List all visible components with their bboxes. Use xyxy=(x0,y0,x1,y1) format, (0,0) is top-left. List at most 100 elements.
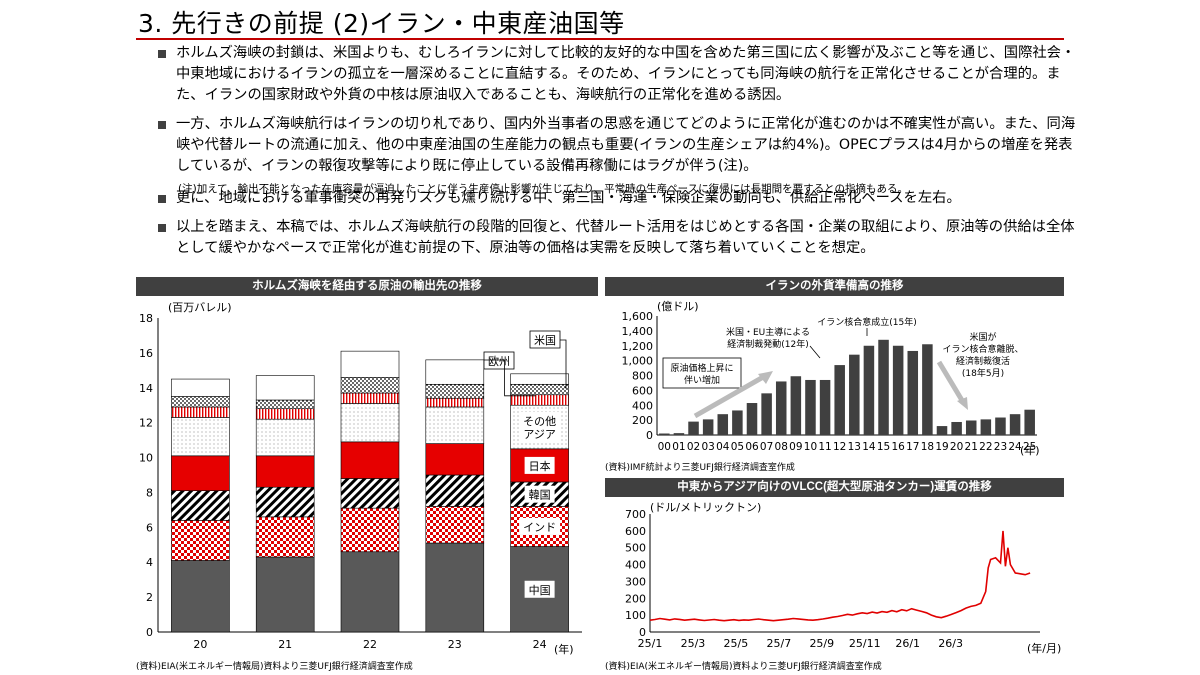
chart2-x-tick: 16 xyxy=(891,441,905,453)
chart1-bar-segment xyxy=(340,392,400,404)
chart1-bar-segment xyxy=(255,516,315,558)
title-divider xyxy=(136,38,1064,40)
chart2-leader-line xyxy=(809,345,821,359)
chart2-x-tick: 15 xyxy=(877,441,890,453)
chart1-series-label-bg xyxy=(524,485,555,503)
chart2-y-tick: 1,600 xyxy=(622,310,654,323)
chart1-y-tick: 18 xyxy=(139,312,153,325)
chart3-x-tick: 25/7 xyxy=(766,637,791,650)
vlcc-freight-chart: (ドル/メトリックトン) 0 100 200 300 400 500 600 700 25/1 2… xyxy=(625,501,1061,655)
chart2-trend-arrowhead xyxy=(758,371,773,384)
chart1-bar-segment xyxy=(425,443,485,476)
chart1-bar-segment xyxy=(340,551,400,633)
bullet-square-icon xyxy=(158,121,166,129)
chart2-annotation: 米国・EU主導による xyxy=(726,326,810,338)
chart2-bar xyxy=(790,376,802,435)
chart1-callout-eu: 欧州 xyxy=(488,355,510,368)
chart2-bar xyxy=(688,421,699,435)
bullet-item: 一方、ホルムズ海峡航行はイランの切り札であり、国内外当事者の思惑を通じてどのよう… xyxy=(158,114,1078,178)
chart2-x-tick: 17 xyxy=(906,441,919,453)
chart3-y-tick: 100 xyxy=(625,609,646,622)
bullet-square-icon xyxy=(158,50,166,58)
chart2-x-tick: 12 xyxy=(833,441,846,453)
chart1-bar-segment xyxy=(171,560,230,633)
chart1-series-label-bg xyxy=(524,456,555,474)
chart1-series-label-bg xyxy=(519,412,560,443)
chart3-x-tick: 25/3 xyxy=(681,637,706,650)
chart1-series-label: 中国 xyxy=(529,584,551,597)
chart1-y-tick: 6 xyxy=(146,521,153,534)
footnote: (注)加えて、輸出不能となった在庫容量が逼迫したことに伴う生産停止影響が生じてお… xyxy=(178,183,908,195)
chart2-annotation: イラン核合意成立(15年) xyxy=(817,316,916,328)
chart1-bar-segment xyxy=(171,490,230,521)
chart1-y-tick: 2 xyxy=(146,591,153,604)
chart1-series-label-bg xyxy=(519,517,561,535)
chart3-unit-label: (ドル/メトリックトン) xyxy=(650,501,761,514)
chart1-series-label: インド xyxy=(523,521,556,534)
chart1-callout-us: 米国 xyxy=(534,334,556,347)
bullet-item: 更に、地域における軍事衝突の再発リスクも燻り続ける中、第三国・海運・保険企業の動… xyxy=(158,188,1078,209)
chart-header-hormuz: ホルムズ海峡を経由する原油の輸出先の推移 xyxy=(136,277,598,296)
chart1-bar-segment xyxy=(255,418,315,457)
chart1-y-tick: 12 xyxy=(139,417,153,430)
chart2-annotation: 経済制裁発動(12年) xyxy=(727,338,808,350)
chart1-bar-segment xyxy=(171,396,230,408)
chart1-bar-segment xyxy=(425,542,485,633)
chart2-annotation: 原油価格上昇に xyxy=(670,362,733,374)
chart2-unit-label: (億ドル) xyxy=(657,300,699,313)
bullet-square-icon xyxy=(158,224,166,232)
chart-header-vlcc: 中東からアジア向けのVLCC(超大型原油タンカー)運賃の推移 xyxy=(605,478,1064,497)
chart1-bar-segment xyxy=(255,375,315,401)
chart2-bar xyxy=(746,403,758,435)
chart1-x-tick: 24 xyxy=(533,638,547,651)
chart2-x-tick: 21 xyxy=(965,441,978,453)
chart1-x-tick: 22 xyxy=(363,638,377,651)
chart2-bar xyxy=(717,414,729,435)
chart2-bar xyxy=(1009,414,1021,435)
chart2-x-tick: 03 xyxy=(701,441,714,453)
chart2-bar xyxy=(922,344,933,435)
iran-reserves-chart: (億ドル) 02004006008001,0001,2001,4001,600 … xyxy=(622,300,1040,457)
chart2-y-tick: 0 xyxy=(646,429,653,442)
chart1-bar-segment xyxy=(510,394,569,406)
chart1-callout-leader xyxy=(484,359,536,397)
chart1-y-tick: 10 xyxy=(139,452,153,465)
chart1-y-tick: 4 xyxy=(146,556,153,569)
chart1-y-tick: 8 xyxy=(146,486,153,499)
chart1-y-tick: 14 xyxy=(139,382,153,395)
chart2-y-tick: 1,000 xyxy=(622,355,654,368)
chart2-bar xyxy=(849,354,860,435)
chart2-y-tick: 1,200 xyxy=(622,340,654,353)
chart2-bar xyxy=(863,345,875,435)
chart1-bar-segment xyxy=(255,399,315,410)
chart2-x-tick: 20 xyxy=(950,441,963,453)
chart1-bar-segment xyxy=(171,455,230,492)
chart2-x-tick: 24 xyxy=(1008,441,1022,453)
chart2-x-tick: 18 xyxy=(921,441,934,453)
bullet-text: 以上を踏まえ、本稿では、ホルムズ海峡航行の段階的回復と、代替ルート活用をはじめと… xyxy=(176,219,1075,256)
chart1-series-label: 日本 xyxy=(529,459,551,473)
chart2-x-tick: 06 xyxy=(745,441,759,453)
chart2-bar xyxy=(659,433,670,435)
chart3-x-unit: (年/月) xyxy=(1027,641,1061,655)
chart2-x-tick: 23 xyxy=(994,441,1007,453)
chart2-trend-arrowhead xyxy=(957,397,968,410)
chart2-x-tick: 08 xyxy=(775,441,788,453)
chart1-bar-segment xyxy=(255,556,315,633)
chart1-bar-segment xyxy=(510,383,569,396)
chart2-y-tick: 200 xyxy=(632,414,653,427)
chart1-y-tick: 16 xyxy=(139,347,153,360)
chart2-source: (資料)IMF統計より三菱UFJ銀行経済調査室作成 xyxy=(605,463,795,473)
chart3-source: (資料)EIA(米エネルギー情報局)資料より三菱UFJ銀行経済調査室作成 xyxy=(605,662,882,672)
chart2-bar xyxy=(1024,409,1035,435)
bullet-text: ホルムズ海峡の封鎖は、米国よりも、むしろイランに対して比較的友好的な中国を含めた… xyxy=(176,45,1076,103)
chart1-x-tick: 20 xyxy=(193,638,207,651)
chart2-x-tick: 02 xyxy=(687,441,700,453)
bullet-square-icon xyxy=(158,195,166,203)
chart2-bar xyxy=(892,345,904,435)
bullet-text: 一方、ホルムズ海峡航行はイランの切り札であり、国内外当事者の思惑を通じてどのよう… xyxy=(176,116,1076,174)
chart3-y-tick: 200 xyxy=(625,592,646,605)
chart2-bar xyxy=(995,417,1006,435)
chart3-y-tick: 0 xyxy=(639,626,646,639)
chart2-x-tick: 04 xyxy=(716,441,730,453)
